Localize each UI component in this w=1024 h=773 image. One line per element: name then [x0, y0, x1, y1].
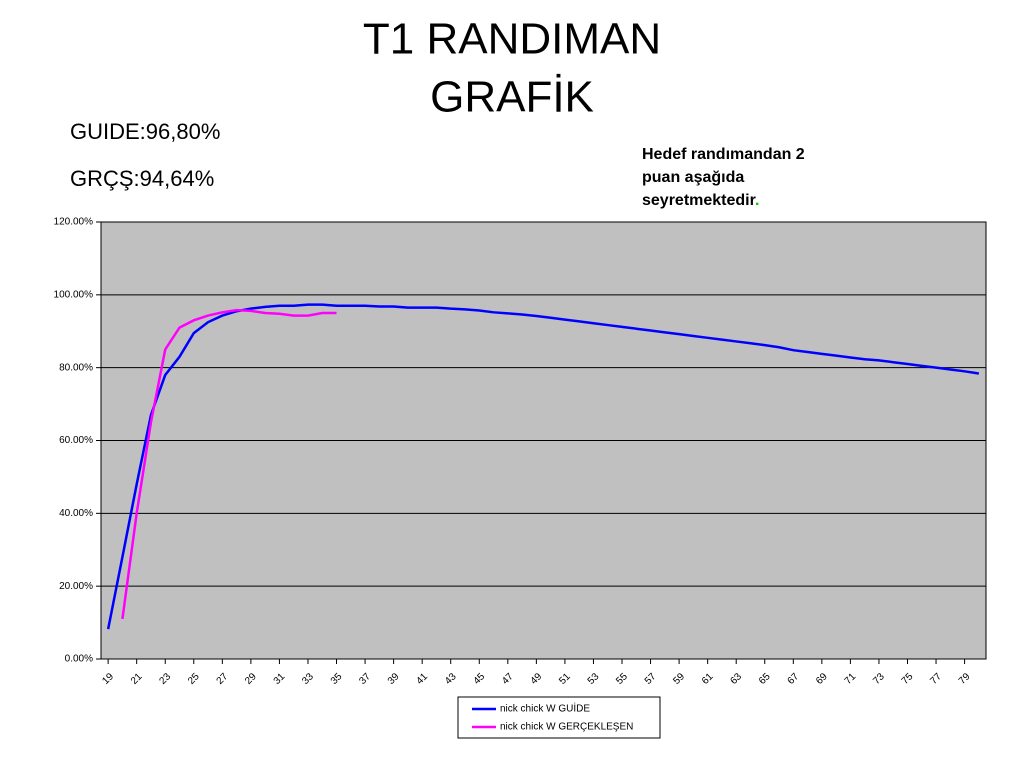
stat: GUIDE:96,80%: [70, 119, 220, 144]
x-tick-label: 55: [614, 671, 630, 687]
x-tick-label: 23: [158, 671, 174, 687]
x-tick-label: 67: [786, 671, 802, 687]
x-tick-label: 49: [529, 671, 545, 687]
annotation-mark: .: [755, 192, 759, 209]
y-tick-label: 60.00%: [59, 435, 93, 446]
x-tick-label: 79: [957, 671, 973, 687]
x-tick-label: 59: [671, 671, 687, 687]
x-tick-label: 51: [557, 671, 573, 687]
annotation: seyretmektedir.: [642, 192, 759, 209]
series-line: [121, 308, 337, 620]
x-tick-label: 75: [900, 671, 916, 687]
x-tick-label: 39: [386, 671, 402, 687]
x-tick-label: 29: [243, 671, 259, 687]
x-tick-label: 25: [186, 671, 202, 687]
x-tick-label: 35: [329, 671, 345, 687]
x-tick-label: 27: [215, 671, 231, 687]
x-tick-label: 33: [300, 671, 316, 687]
x-tick-label: 37: [357, 671, 373, 687]
x-tick-label: 53: [586, 671, 602, 687]
x-tick-label: 47: [500, 671, 516, 687]
slide-title: T1 RANDIMAN: [363, 15, 661, 64]
y-tick-label: 40.00%: [59, 508, 93, 519]
x-tick-label: 69: [814, 671, 830, 687]
annotation: puan aşağıda: [642, 169, 744, 186]
x-tick-label: 65: [757, 671, 773, 687]
series-line: [106, 303, 980, 630]
y-tick-label: 80.00%: [59, 362, 93, 373]
x-tick-label: 41: [414, 671, 430, 687]
x-tick-label: 71: [843, 671, 859, 687]
annotation: Hedef randımandan 2: [642, 146, 805, 163]
x-tick-label: 43: [443, 671, 459, 687]
stat: GRÇŞ:94,64%: [70, 166, 214, 191]
x-tick-label: 19: [100, 671, 116, 687]
x-tick-label: 31: [272, 671, 288, 687]
legend: [457, 696, 661, 739]
x-tick-label: 61: [700, 671, 716, 687]
x-tick-label: 73: [871, 671, 887, 687]
x-tick-label: 21: [129, 671, 145, 687]
legend-label: nick chick W GERÇEKLEŞEN: [500, 722, 633, 733]
x-tick-label: 63: [728, 671, 744, 687]
y-tick-label: 0.00%: [65, 654, 93, 665]
x-tick-label: 45: [472, 671, 488, 687]
x-tick-label: 77: [928, 671, 944, 687]
slide-title: GRAFİK: [430, 73, 594, 122]
annotation-text: seyretmektedir: [642, 192, 756, 209]
y-tick-label: 100.00%: [54, 289, 94, 300]
legend-label: nick chick W GUİDE: [500, 702, 590, 715]
x-tick-label: 57: [643, 671, 659, 687]
y-tick-label: 20.00%: [59, 581, 93, 592]
y-tick-label: 120.00%: [54, 217, 94, 228]
